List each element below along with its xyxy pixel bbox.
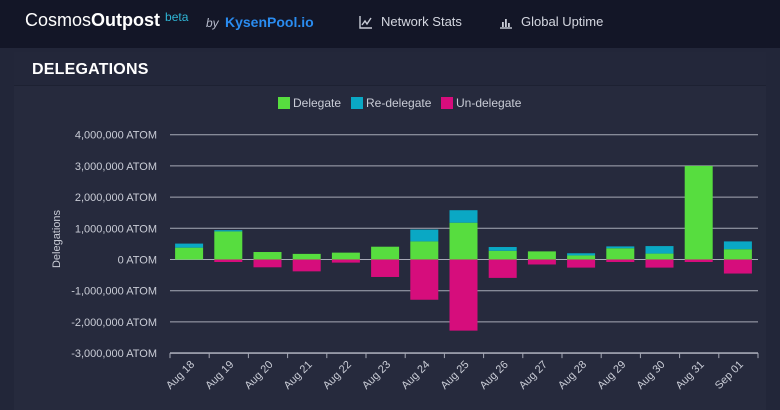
panel-header: DELEGATIONS (14, 52, 766, 86)
bar-delegate (723, 249, 752, 260)
legend-swatch (351, 97, 363, 109)
line-chart-icon (359, 15, 372, 29)
bar-re-delegate (449, 210, 478, 223)
bar-un-delegate (645, 259, 674, 268)
by-text: by (206, 16, 219, 30)
bar-un-delegate (292, 259, 321, 272)
bar-delegate (214, 231, 243, 260)
delegations-chart: Delegate Re-delegate Un-delegate 4,000,000 … (51, 96, 759, 392)
beta-badge: beta (165, 10, 189, 24)
bar-un-delegate (410, 259, 439, 300)
bar-delegate (567, 255, 596, 260)
x-tick-label: Aug 28 (556, 359, 589, 392)
nav-network-stats[interactable]: Network Stats (359, 14, 462, 29)
y-tick-label: -3,000,000 ATOM (71, 348, 157, 360)
x-tick-label: Aug 31 (674, 359, 707, 392)
x-tick-label: Aug 22 (321, 359, 354, 392)
bar-un-delegate (371, 259, 400, 277)
legend-item-un-delegate[interactable]: Un-delegate (441, 96, 522, 110)
x-tick-label: Aug 30 (634, 359, 667, 392)
bar-chart-icon (500, 18, 512, 29)
bar-re-delegate (214, 230, 243, 232)
x-tick-label: Aug 24 (399, 359, 432, 392)
nav-global-uptime[interactable]: Global Uptime (499, 14, 603, 29)
top-navbar: CosmosOutpost beta by KysenPool.io Networ… (0, 0, 780, 48)
legend-item-re-delegate[interactable]: Re-delegate (351, 96, 432, 110)
bar-delegate (684, 165, 713, 260)
bar-un-delegate (214, 259, 243, 262)
bar-un-delegate (606, 259, 635, 262)
bar-delegate (253, 252, 282, 260)
y-tick-label: 2,000,000 ATOM (75, 192, 157, 204)
legend-label: Delegate (293, 96, 341, 110)
y-tick-label: 4,000,000 ATOM (75, 130, 157, 142)
bar-un-delegate (253, 259, 282, 268)
y-tick-label: -1,000,000 ATOM (71, 286, 157, 298)
brand-logo[interactable]: CosmosOutpost beta (25, 10, 188, 31)
bar-delegate (606, 248, 635, 260)
bar-delegate (449, 222, 478, 260)
x-tick-label: Aug 25 (438, 359, 471, 392)
x-tick-label: Aug 19 (203, 359, 236, 392)
bar-delegate (331, 252, 360, 260)
legend-swatch (441, 97, 453, 109)
bar-delegate (488, 250, 517, 260)
y-tick-label: 0 ATOM (118, 255, 157, 267)
x-tick-label: Aug 23 (360, 359, 393, 392)
bar-un-delegate (488, 259, 517, 278)
bar-un-delegate (723, 259, 752, 274)
y-tick-label: -2,000,000 ATOM (71, 317, 157, 329)
legend-item-delegate[interactable]: Delegate (278, 96, 341, 110)
bar-re-delegate (410, 229, 439, 242)
brand-name-outpost: Outpost (91, 10, 161, 30)
x-tick-label: Aug 21 (282, 359, 315, 392)
brand-name-cosmos: Cosmos (25, 10, 92, 30)
legend-label: Re-delegate (366, 96, 432, 110)
bar-re-delegate (488, 247, 517, 251)
bar-delegate (527, 251, 556, 260)
bar-un-delegate (567, 259, 596, 268)
bar-delegate (175, 247, 204, 260)
bar-re-delegate (645, 246, 674, 254)
bar-re-delegate (606, 246, 635, 249)
y-tick-label: 1,000,000 ATOM (75, 223, 157, 235)
kysenpool-link[interactable]: KysenPool.io (225, 14, 314, 30)
bar-un-delegate (331, 259, 360, 263)
bar-delegate (292, 253, 321, 260)
legend-label: Un-delegate (456, 96, 522, 110)
x-tick-label: Aug 20 (242, 359, 275, 392)
delegations-panel: DELEGATIONS Delegate Re-delegate Un-delega… (14, 52, 766, 410)
nav-global-uptime-label: Global Uptime (521, 14, 604, 29)
bar-delegate (371, 246, 400, 260)
bar-re-delegate (175, 243, 204, 248)
x-tick-label: Aug 18 (164, 359, 197, 392)
legend-swatch (278, 97, 290, 109)
x-tick-label: Aug 26 (478, 359, 511, 392)
y-tick-label: 3,000,000 ATOM (75, 161, 157, 173)
bar-delegate (410, 241, 439, 260)
x-tick-label: Aug 29 (595, 359, 628, 392)
nav-network-stats-label: Network Stats (381, 14, 462, 29)
bar-un-delegate (449, 259, 478, 331)
y-axis-title: Delegations (51, 209, 63, 268)
x-tick-label: Sep 01 (713, 359, 746, 392)
bar-delegate (645, 253, 674, 260)
bar-un-delegate (684, 259, 713, 262)
panel-title: DELEGATIONS (32, 61, 149, 78)
bar-re-delegate (567, 253, 596, 256)
x-tick-label: Aug 27 (517, 359, 550, 392)
bar-re-delegate (723, 241, 752, 250)
bar-un-delegate (527, 259, 556, 265)
